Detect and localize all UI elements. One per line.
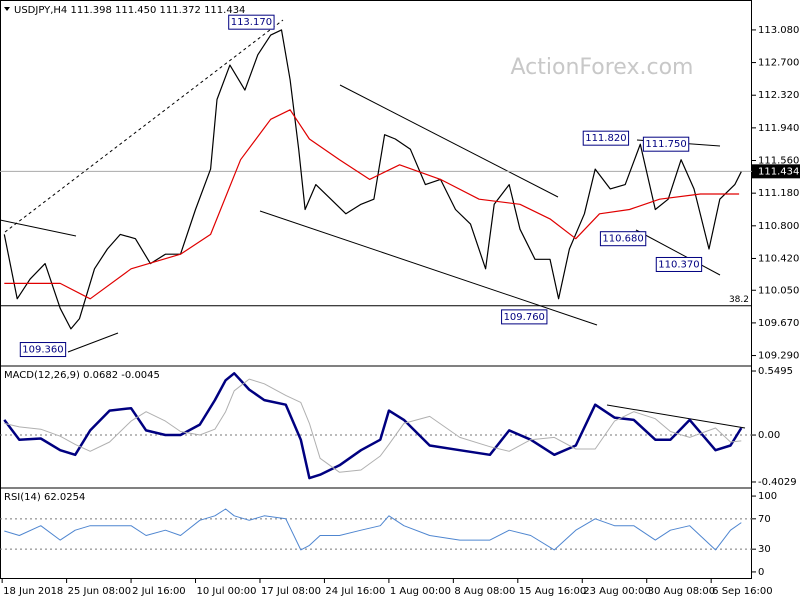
trend-line [606,404,746,429]
y-tick-label: 110.420 [758,253,799,264]
y-tick-label: 100 [758,491,777,502]
level-label: 38.2 [729,295,749,305]
y-tick-label: 109.670 [758,318,799,329]
annotation-box [228,14,275,30]
y-tick-label: 111.180 [758,188,799,199]
x-tick-label: 8 Aug 08:00 [454,586,515,597]
annotation-label: 113.170 [231,17,272,28]
rsi-title: RSI(14) 62.0254 [4,492,85,503]
y-tick-label: -0.4029 [758,477,797,488]
annotation-label: 109.360 [22,345,63,356]
y-tick-label: 110.050 [758,285,799,296]
x-tick-label: 25 Jun 08:00 [68,586,132,597]
series-line [4,378,742,473]
y-tick-label: 111.940 [758,123,799,134]
last-price-box [752,164,800,179]
series-line [4,109,740,300]
series-line [3,372,743,480]
chart-title: USDJPY,H4 111.398 111.450 111.372 111.43… [14,5,245,16]
x-tick-label: 23 Aug 00:00 [583,586,650,597]
y-tick-label: 30 [758,544,771,555]
plot-frame [0,0,752,579]
macd-title: MACD(12,26,9) 0.0682 -0.0045 [4,370,160,381]
series-line [4,508,742,551]
x-tick-label: 10 Jul 00:00 [197,586,257,597]
x-tick-label: 18 Jun 2018 [3,586,63,597]
series-line [3,29,742,330]
trend-lines [0,19,746,429]
menu-icon[interactable] [4,7,10,11]
x-tick-label: 1 Aug 00:00 [390,586,451,597]
x-tick-label: 24 Jul 16:00 [325,586,385,597]
trend-line [67,332,119,353]
x-tick-label: 17 Jul 08:00 [261,586,321,597]
annotation-label: 109.760 [504,312,545,323]
y-tick-label: 109.290 [758,351,799,362]
annotation-label: 111.820 [585,133,626,144]
trend-line [4,19,284,233]
y-tick-label: 110.800 [758,221,799,232]
trend-line [0,219,77,237]
annotation-label: 110.370 [658,259,699,270]
watermark: ActionForex.com [511,55,694,80]
y-tick-label: 0.00 [758,430,780,441]
annotation-label: 110.680 [602,234,643,245]
x-tick-label: 15 Aug 16:00 [519,586,586,597]
y-tick-label: 0.5495 [758,366,793,377]
last-price-label: 111.434 [758,166,799,177]
x-tick-label: 6 Sep 16:00 [712,586,772,597]
y-tick-label: 113.080 [758,25,799,36]
annotation-label: 111.750 [645,139,686,150]
y-tick-label: 70 [758,514,771,525]
annotation-box [642,136,690,152]
y-tick-label: 112.700 [758,58,799,69]
trend-line [339,84,559,198]
trend-line [635,229,721,276]
x-tick-label: 2 Jul 16:00 [132,586,186,597]
x-tick-label: 30 Aug 08:00 [648,586,715,597]
annotation-box [599,231,647,247]
y-tick-label: 0 [758,567,764,578]
y-tick-label: 112.320 [758,90,799,101]
annotation-box [582,130,630,146]
y-tick-label: 111.560 [758,156,799,167]
annotation-box [19,342,67,358]
annotation-box [501,309,548,325]
annotation-box [655,256,703,272]
